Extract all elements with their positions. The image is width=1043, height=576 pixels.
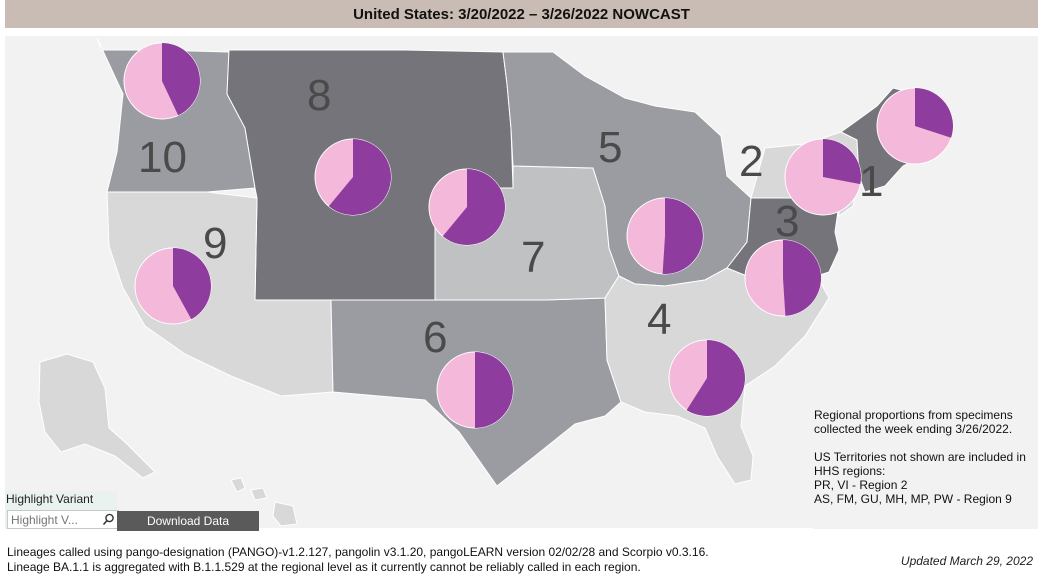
updated-date: Updated March 29, 2022 [900, 554, 1033, 568]
region-label-8: 8 [307, 71, 332, 120]
footnote-line: Lineage BA.1.1 is aggregated with B.1.1.… [7, 560, 641, 574]
download-data-button[interactable]: Download Data [117, 511, 259, 531]
highlight-variant-input[interactable] [11, 512, 99, 527]
region-label-5: 5 [598, 123, 623, 172]
pie-slice-purple-region-7[interactable] [442, 169, 506, 246]
us-map[interactable]: 10 8 9 5 7 6 4 3 2 1 [5, 36, 1038, 528]
pie-slice-purple-region-4[interactable] [686, 340, 746, 416]
region-9-area[interactable] [106, 191, 334, 397]
pie-slice-purple-region-5[interactable] [662, 198, 703, 274]
region-label-3: 3 [775, 197, 800, 246]
note-line: PR, VI - Region 2 [814, 478, 908, 492]
region-label-2: 2 [739, 137, 764, 186]
region-label-4: 4 [647, 295, 672, 344]
pie-slice-purple-region-8[interactable] [328, 139, 392, 216]
note-line: US Territories not shown are included in [814, 450, 1026, 464]
note-line: AS, FM, GU, MH, MP, PW - Region 9 [814, 492, 1012, 506]
highlight-variant-label: Highlight Variant [6, 492, 94, 506]
region-label-6: 6 [423, 313, 448, 362]
state-alaska[interactable] [38, 353, 156, 479]
pie-slice-purple-region-6[interactable] [475, 352, 513, 428]
state-hawaii[interactable] [230, 477, 298, 527]
search-icon[interactable] [102, 513, 115, 526]
note-line: HHS regions: [814, 464, 886, 478]
pie-slice-purple-region-1[interactable] [915, 88, 953, 138]
note-line: collected the week ending 3/26/2022. [814, 422, 1013, 436]
highlight-variant-panel: Highlight Variant [5, 491, 119, 529]
footnote: Lineages called using pango-designation … [7, 545, 709, 575]
pie-slice-purple-region-3[interactable] [783, 239, 822, 316]
region-label-9: 9 [203, 219, 228, 268]
region-label-10: 10 [138, 133, 187, 182]
pie-slice-purple-region-9[interactable] [173, 248, 212, 320]
pie-slice-purple-region-2[interactable] [823, 139, 862, 185]
notes-panel: Regional proportions from specimens coll… [813, 384, 1038, 529]
footnote-line: Lineages called using pango-designation … [7, 545, 709, 559]
region-label-7: 7 [521, 233, 546, 282]
region-label-1: 1 [859, 157, 884, 206]
map-canvas[interactable] [5, 36, 1038, 528]
pie-slice-purple-region-10[interactable] [162, 43, 200, 116]
map-title: United States: 3/20/2022 – 3/26/2022 NOW… [5, 0, 1038, 28]
pie-charts [123, 42, 954, 429]
highlight-variant-field[interactable] [7, 510, 119, 529]
note-line: Regional proportions from specimens [814, 408, 1013, 422]
